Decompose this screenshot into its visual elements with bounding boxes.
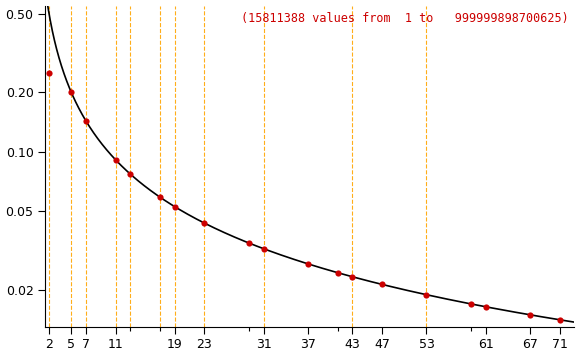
Point — [555, 317, 564, 323]
Point — [126, 171, 135, 177]
Point — [333, 270, 342, 276]
Point — [111, 157, 120, 163]
Point — [525, 312, 535, 318]
Point — [422, 292, 431, 297]
Point — [81, 118, 90, 124]
Point — [259, 246, 269, 252]
Point — [466, 301, 476, 307]
Point — [200, 220, 209, 226]
Point — [348, 274, 357, 280]
Point — [170, 204, 179, 210]
Text: (15811388 values from  1 to   999999898700625): (15811388 values from 1 to 9999998987006… — [241, 12, 569, 25]
Point — [45, 70, 54, 76]
Point — [481, 304, 490, 310]
Point — [244, 240, 253, 246]
Point — [378, 282, 387, 287]
Point — [303, 261, 313, 267]
Point — [67, 90, 76, 95]
Point — [155, 194, 165, 200]
